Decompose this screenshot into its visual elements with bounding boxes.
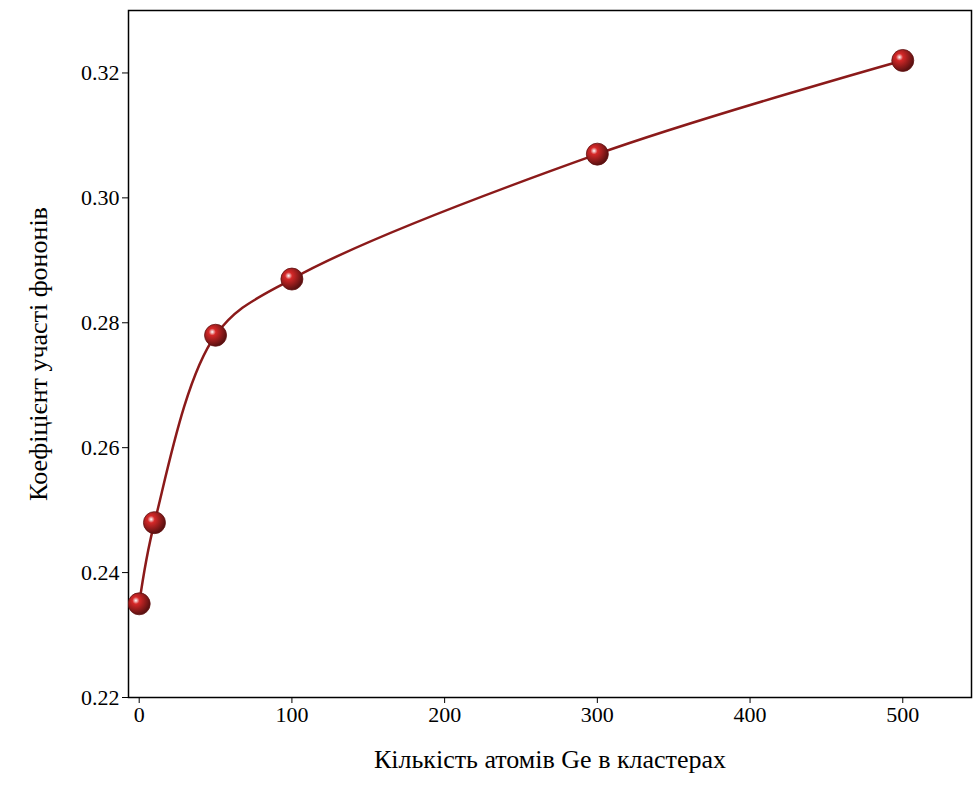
svg-text:0.28: 0.28	[81, 310, 120, 335]
svg-text:0: 0	[134, 702, 145, 727]
svg-text:300: 300	[581, 702, 614, 727]
svg-text:0.24: 0.24	[81, 560, 120, 585]
svg-text:500: 500	[886, 702, 919, 727]
svg-text:0.26: 0.26	[81, 435, 120, 460]
svg-text:100: 100	[275, 702, 308, 727]
svg-text:Кількість атомів Ge в кластера: Кількість атомів Ge в кластерах	[374, 745, 726, 774]
svg-text:0.32: 0.32	[81, 60, 120, 85]
svg-text:0.30: 0.30	[81, 185, 120, 210]
svg-text:0.22: 0.22	[81, 685, 120, 710]
svg-text:400: 400	[734, 702, 767, 727]
svg-text:200: 200	[428, 702, 461, 727]
svg-text:Коефіцієнт участі фононів: Коефіцієнт участі фононів	[24, 207, 53, 501]
